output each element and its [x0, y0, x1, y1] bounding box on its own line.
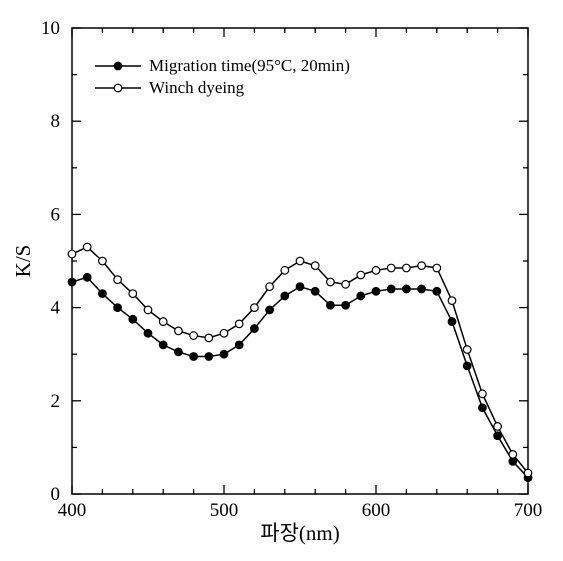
x-tick-label: 500: [210, 500, 239, 521]
series-line-s1: [72, 277, 528, 477]
series-marker-s2: [387, 264, 395, 272]
legend-marker: [114, 84, 122, 92]
series-marker-s2: [372, 267, 380, 275]
series-marker-s2: [357, 271, 365, 279]
series-marker-s1: [463, 362, 471, 370]
series-marker-s1: [372, 287, 380, 295]
series-marker-s2: [448, 297, 456, 305]
x-tick-label: 700: [514, 500, 543, 521]
series-marker-s1: [418, 285, 426, 293]
series-marker-s2: [327, 278, 335, 286]
series-marker-s2: [83, 243, 91, 251]
series-marker-s1: [99, 290, 107, 298]
series-marker-s2: [266, 283, 274, 291]
series-marker-s2: [342, 281, 350, 289]
series-marker-s1: [220, 350, 228, 358]
series-line-s2: [72, 247, 528, 473]
ks-spectrum-chart: 400 500 600 700 0 2 4 6 8 10 파장(nm) K/S Migration ti…: [0, 0, 563, 556]
series-marker-s2: [175, 327, 183, 335]
series-marker-s2: [251, 304, 259, 312]
series-marker-s2: [235, 320, 243, 328]
series-marker-s1: [403, 285, 411, 293]
y-tick-label: 10: [41, 18, 60, 39]
series-marker-s2: [479, 390, 487, 398]
series-marker-s1: [175, 348, 183, 356]
series-marker-s1: [311, 287, 319, 295]
series-marker-s1: [448, 318, 456, 326]
series-marker-s2: [144, 306, 152, 314]
series-marker-s1: [266, 306, 274, 314]
series-marker-s2: [68, 250, 76, 258]
series-marker-s2: [418, 262, 426, 270]
series-marker-s2: [220, 329, 228, 337]
series-marker-s1: [190, 353, 198, 361]
series-marker-s2: [463, 346, 471, 354]
legend-marker: [114, 62, 122, 70]
x-tick-label: 400: [58, 500, 87, 521]
series-marker-s1: [387, 285, 395, 293]
series-marker-s1: [327, 301, 335, 309]
series-marker-s2: [524, 469, 532, 477]
series-marker-s2: [114, 276, 122, 284]
y-tick-label: 4: [51, 298, 61, 319]
series-marker-s1: [83, 274, 91, 282]
y-tick-label: 6: [51, 204, 61, 225]
series-marker-s1: [129, 315, 137, 323]
legend-label: Migration time(95°C, 20min): [149, 56, 350, 75]
series-marker-s1: [68, 278, 76, 286]
series-marker-s1: [114, 304, 122, 312]
y-tick-label: 8: [51, 111, 61, 132]
series-marker-s2: [494, 423, 502, 431]
y-axis-label: K/S: [11, 245, 35, 278]
series-marker-s2: [509, 451, 517, 459]
series-marker-s1: [251, 325, 259, 333]
series-marker-s1: [159, 341, 167, 349]
series-marker-s1: [342, 301, 350, 309]
series-marker-s2: [403, 264, 411, 272]
series-marker-s2: [205, 334, 213, 342]
series-marker-s1: [433, 287, 441, 295]
chart-container: 400 500 600 700 0 2 4 6 8 10 파장(nm) K/S Migration ti…: [0, 0, 563, 556]
series-marker-s1: [205, 353, 213, 361]
legend-label: Winch dyeing: [149, 78, 245, 97]
y-tick-label: 2: [51, 391, 61, 412]
series-marker-s2: [296, 257, 304, 265]
series-marker-s1: [281, 292, 289, 300]
series-marker-s1: [296, 283, 304, 291]
y-tick-label: 0: [51, 484, 61, 505]
series-marker-s2: [129, 290, 137, 298]
series-marker-s2: [311, 262, 319, 270]
series-marker-s2: [190, 332, 198, 340]
series-marker-s1: [357, 292, 365, 300]
x-axis-label: 파장(nm): [260, 521, 339, 545]
series-marker-s2: [99, 257, 107, 265]
series-marker-s1: [144, 329, 152, 337]
x-tick-label: 600: [362, 500, 391, 521]
series-marker-s1: [235, 341, 243, 349]
series-marker-s2: [159, 318, 167, 326]
series-marker-s1: [479, 404, 487, 412]
series-marker-s2: [281, 267, 289, 275]
series-marker-s2: [433, 264, 441, 272]
series-marker-s1: [494, 432, 502, 440]
